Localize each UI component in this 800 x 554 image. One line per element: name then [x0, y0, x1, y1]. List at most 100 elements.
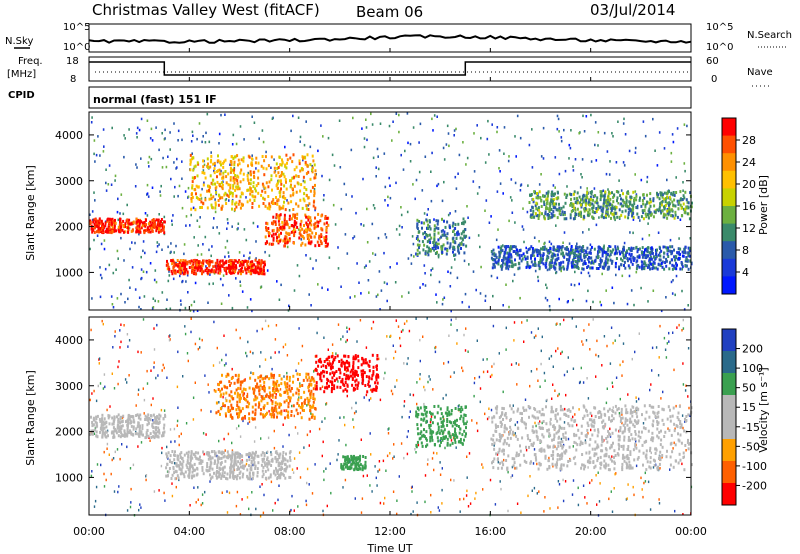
power-band-cell: [212, 195, 215, 199]
power-band-cell: [516, 253, 519, 257]
power-band-cell: [507, 245, 510, 248]
power-band-cell: [619, 202, 622, 206]
power-band-cell: [295, 202, 298, 206]
power-speckle: [609, 245, 612, 248]
power-band-cell: [506, 256, 509, 260]
power-band-cell: [295, 165, 298, 169]
power-band-cell: [604, 214, 607, 217]
power-band-cell: [490, 256, 493, 260]
power-band-cell: [239, 206, 242, 210]
velocity-band-cell: [121, 424, 124, 428]
power-band-cell: [530, 215, 533, 219]
power-band-cell: [543, 216, 546, 220]
power-band-cell: [558, 262, 561, 265]
velocity-data-layer: [89, 317, 693, 518]
power-band-cell: [203, 171, 206, 175]
velocity-speckle: [98, 358, 100, 361]
velocity-speckle: [658, 502, 661, 505]
power-band-cell: [97, 227, 100, 231]
velocity-speckle: [658, 356, 660, 359]
power-speckle: [623, 241, 626, 245]
power-band-cell: [175, 263, 178, 267]
velocity-speckle: [246, 354, 248, 358]
power-band-cell: [530, 256, 532, 260]
power-band-cell: [573, 197, 576, 201]
power-band-cell: [513, 245, 516, 248]
power-band-cell: [657, 193, 660, 197]
power-band-cell: [604, 260, 607, 264]
velocity-speckle: [412, 510, 414, 513]
power-band-cell: [612, 195, 615, 199]
power-band-cell: [562, 260, 565, 264]
power-speckle: [676, 127, 679, 130]
power-band-cell: [195, 192, 197, 196]
power-band-cell: [666, 211, 669, 215]
power-band-cell: [284, 244, 286, 248]
velocity-speckle: [466, 476, 468, 479]
velocity-band-cell: [123, 434, 125, 438]
power-speckle: [538, 183, 541, 186]
velocity-speckle: [410, 512, 412, 516]
power-band-cell: [207, 269, 210, 272]
velocity-speckle: [163, 491, 165, 495]
power-speckle: [220, 302, 223, 305]
velocity-speckle: [644, 480, 647, 483]
velocity-band-cell: [150, 436, 153, 439]
power-band-cell: [536, 196, 539, 200]
power-band-cell: [513, 250, 516, 253]
velocity-speckle: [562, 499, 565, 503]
velocity-band-cell: [140, 432, 143, 436]
power-band-cell: [313, 190, 316, 194]
power-speckle: [674, 293, 676, 297]
power-band-cell: [119, 220, 121, 224]
power-band-cell: [624, 266, 627, 270]
power-band-cell: [233, 181, 236, 185]
velocity-speckle: [565, 393, 567, 397]
power-band-cell: [552, 245, 555, 249]
power-speckle: [473, 132, 475, 135]
velocity-band-cell: [125, 433, 128, 437]
power-band-cell: [275, 184, 278, 188]
power-band-cell: [565, 196, 568, 199]
noise-tick-bottom-left: 10^0: [63, 42, 90, 53]
velocity-speckle: [324, 417, 326, 420]
power-band-cell: [687, 246, 690, 250]
power-band-cell: [279, 179, 282, 183]
power-speckle: [600, 303, 603, 307]
power-speckle: [377, 236, 380, 240]
power-band-cell: [550, 260, 553, 264]
power-speckle: [496, 130, 498, 134]
power-band-cell: [435, 226, 438, 230]
power-speckle: [503, 126, 506, 129]
velocity-speckle: [118, 485, 120, 488]
power-band-cell: [101, 230, 103, 234]
power-band-cell: [281, 206, 284, 210]
power-band-cell: [218, 168, 221, 172]
power-speckle: [150, 157, 153, 161]
power-band-cell: [575, 253, 578, 257]
velocity-speckle: [296, 467, 298, 470]
power-speckle: [555, 224, 557, 227]
power-band-cell: [622, 192, 624, 196]
power-band-cell: [232, 178, 235, 182]
power-band-cell: [449, 226, 451, 230]
power-speckle: [116, 297, 119, 300]
power-band-cell: [657, 253, 660, 257]
power-band-cell: [131, 228, 134, 232]
power-speckle: [193, 236, 195, 239]
velocity-band-cell: [150, 414, 153, 418]
power-band-cell: [562, 265, 565, 269]
power-band-cell: [302, 175, 305, 179]
velocity-band-cell: [130, 424, 133, 428]
power-band-cell: [126, 218, 129, 222]
power-speckle: [454, 210, 457, 213]
power-speckle: [299, 140, 301, 143]
power-speckle: [310, 304, 312, 307]
velocity-speckle: [441, 467, 443, 470]
power-band-cell: [254, 271, 257, 275]
power-band-cell: [643, 267, 646, 271]
velocity-band-cell: [102, 420, 105, 424]
velocity-speckle: [169, 428, 172, 431]
power-speckle: [396, 262, 398, 265]
velocity-speckle: [537, 379, 539, 382]
